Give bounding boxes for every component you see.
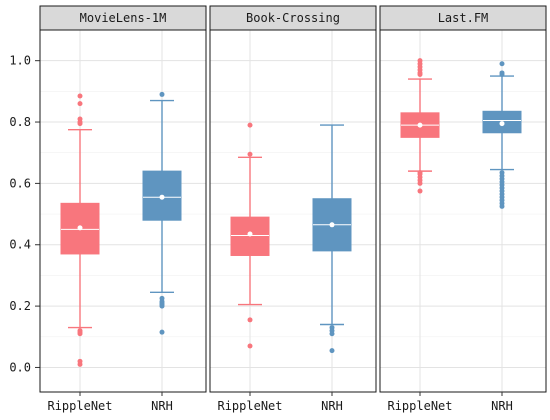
mean-point <box>417 122 423 128</box>
outlier-point <box>247 343 253 349</box>
panel-strip <box>379 5 547 31</box>
mean-point <box>159 194 165 200</box>
outlier-point <box>247 317 253 323</box>
outlier-point <box>329 348 335 354</box>
mean-point <box>329 222 335 228</box>
x-tick-label: NRH <box>151 399 173 413</box>
x-tick-label: NRH <box>321 399 343 413</box>
outlier-point <box>499 61 505 67</box>
y-tick-label: 0.0 <box>9 360 31 374</box>
outlier-point <box>77 93 83 99</box>
outlier-point <box>247 151 253 157</box>
y-tick-label: 1.0 <box>9 54 31 68</box>
outlier-point <box>499 71 505 77</box>
panel-strip <box>209 5 377 31</box>
mean-point <box>247 231 253 237</box>
outlier-point <box>77 331 83 337</box>
y-tick-label: 0.8 <box>9 115 31 129</box>
x-tick-label: NRH <box>491 399 513 413</box>
outlier-point <box>159 303 165 309</box>
outlier-point <box>417 71 423 77</box>
outlier-point <box>247 122 253 128</box>
panel-title: Book-Crossing <box>246 11 340 25</box>
outlier-point <box>159 329 165 335</box>
box-ripplenet <box>60 202 100 255</box>
panel-title: MovieLens-1M <box>80 11 167 25</box>
panel-border <box>39 29 207 393</box>
panel-background <box>380 30 546 392</box>
y-tick-label: 0.6 <box>9 176 31 190</box>
x-tick-label: RippleNet <box>387 399 452 413</box>
outlier-point <box>499 203 505 209</box>
y-tick-label: 0.4 <box>9 238 31 252</box>
y-tick-label: 0.2 <box>9 299 31 313</box>
outlier-point <box>77 361 83 367</box>
outlier-point <box>417 180 423 186</box>
panel-border <box>379 29 547 393</box>
panel-title: Last.FM <box>438 11 489 25</box>
outlier-point <box>77 121 83 127</box>
outlier-point <box>77 101 83 107</box>
x-tick-label: RippleNet <box>47 399 112 413</box>
x-tick-label: RippleNet <box>217 399 282 413</box>
mean-point <box>499 121 505 127</box>
outlier-point <box>159 91 165 97</box>
outlier-point <box>417 188 423 194</box>
mean-point <box>77 225 83 231</box>
outlier-point <box>329 331 335 337</box>
panel-border <box>209 29 377 393</box>
